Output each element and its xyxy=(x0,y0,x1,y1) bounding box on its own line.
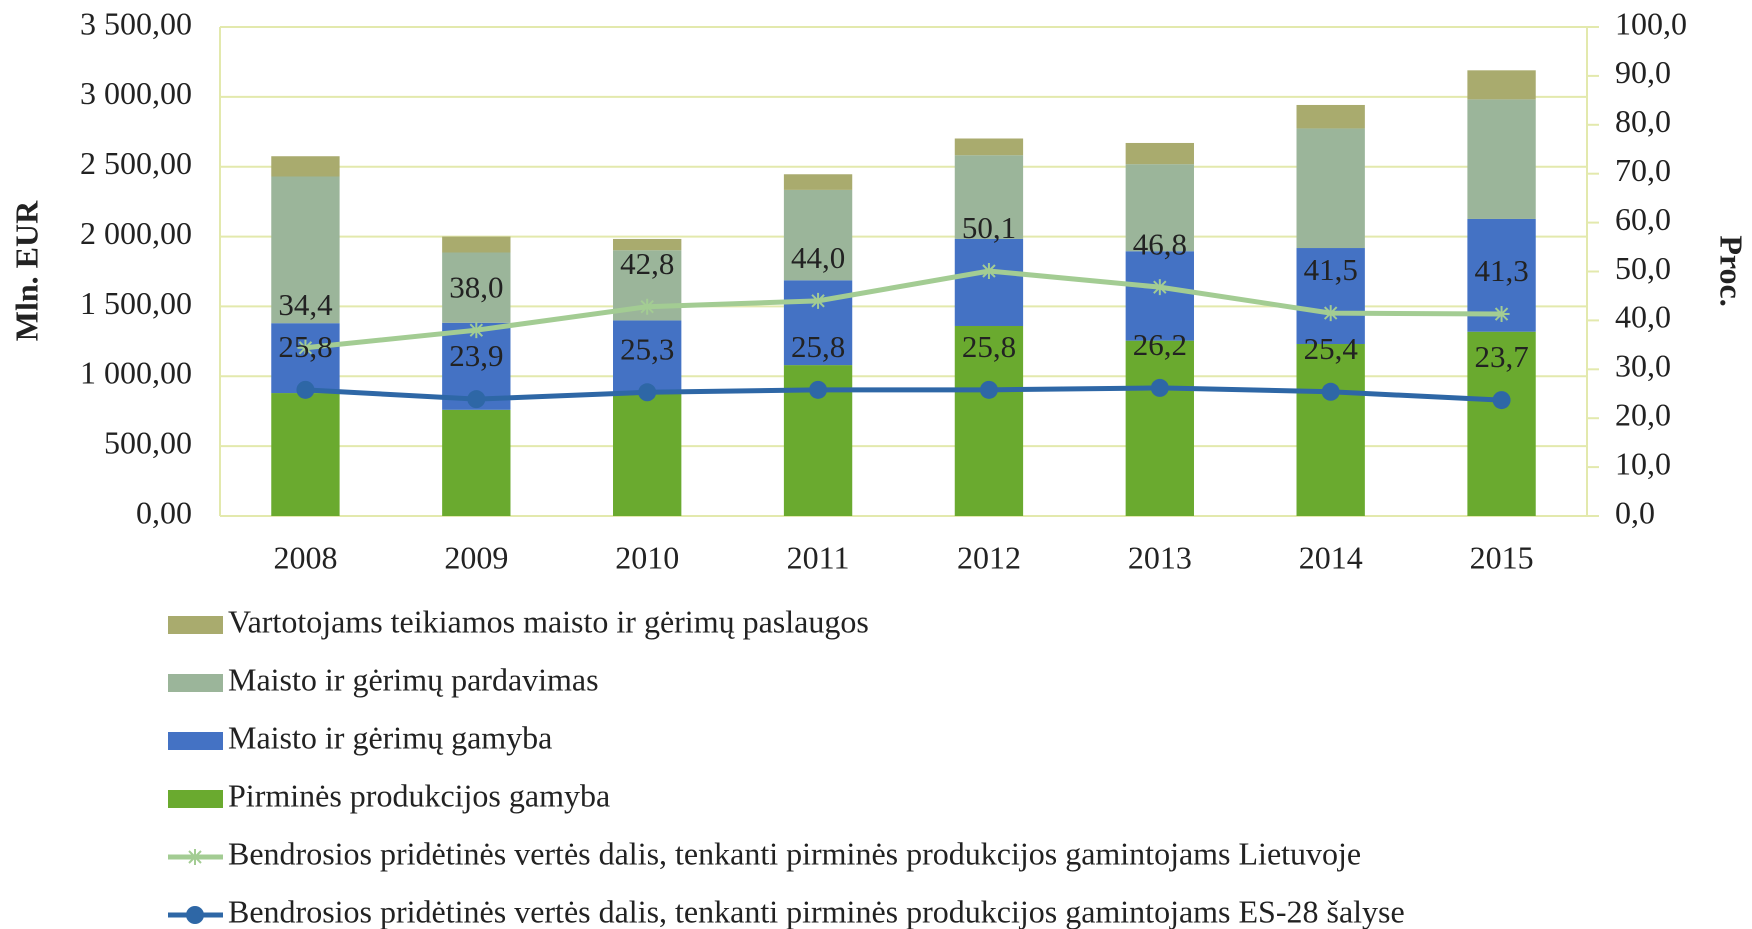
data-label: 25,8 xyxy=(962,329,1016,364)
bar-segment xyxy=(1467,99,1535,219)
line-marker xyxy=(1151,379,1169,397)
legend-label: Bendrosios pridėtinės vertės dalis, tenk… xyxy=(228,893,1405,929)
bar-segment xyxy=(1297,344,1365,516)
bar-segment xyxy=(613,393,681,516)
data-label: 41,3 xyxy=(1474,253,1528,288)
legend-swatch xyxy=(168,674,223,692)
line-marker xyxy=(296,381,314,399)
y-tick-label: 1 500,00 xyxy=(80,285,192,321)
x-tick-label: 2009 xyxy=(444,539,508,575)
y-tick-label: 1 000,00 xyxy=(80,355,192,391)
y2-tick-label: 40,0 xyxy=(1615,299,1671,335)
legend-swatch xyxy=(168,732,223,750)
y2-tick-label: 90,0 xyxy=(1615,54,1671,90)
y-tick-label: 0,00 xyxy=(136,494,192,530)
data-label: 38,0 xyxy=(449,269,503,304)
data-label: 41,5 xyxy=(1304,252,1358,287)
line-marker xyxy=(1152,279,1168,295)
bar-segment xyxy=(271,393,339,516)
line-marker xyxy=(981,263,997,279)
legend-label: Vartotojams teikiamos maisto ir gėrimų p… xyxy=(228,603,869,639)
y2-tick-label: 10,0 xyxy=(1615,445,1671,481)
data-label: 42,8 xyxy=(620,246,674,281)
line-marker xyxy=(1494,306,1510,322)
line-marker xyxy=(468,322,484,338)
y2-tick-label: 70,0 xyxy=(1615,152,1671,188)
bar-segment xyxy=(271,156,339,176)
line-marker xyxy=(638,383,656,401)
y-tick-label: 3 500,00 xyxy=(80,5,192,41)
data-label: 26,2 xyxy=(1133,327,1187,362)
bar-segment xyxy=(955,138,1023,155)
x-tick-label: 2010 xyxy=(615,539,679,575)
y-tick-label: 2 500,00 xyxy=(80,145,192,181)
line-marker xyxy=(467,390,485,408)
legend-swatch xyxy=(168,616,223,634)
data-label: 25,8 xyxy=(791,329,845,364)
y-tick-label: 2 000,00 xyxy=(80,215,192,251)
y2-tick-label: 100,0 xyxy=(1615,5,1687,41)
line-marker xyxy=(1322,383,1340,401)
y2-tick-label: 20,0 xyxy=(1615,397,1671,433)
y-axis-title: Mln. EUR xyxy=(8,200,44,341)
data-label: 50,1 xyxy=(962,210,1016,245)
x-tick-label: 2015 xyxy=(1470,539,1534,575)
y2-tick-label: 60,0 xyxy=(1615,201,1671,237)
bar-segment xyxy=(1297,105,1365,128)
y2-tick-label: 30,0 xyxy=(1615,348,1671,384)
y2-tick-label: 50,0 xyxy=(1615,250,1671,286)
line-marker xyxy=(810,293,826,309)
data-label: 23,9 xyxy=(449,338,503,373)
bar-segment xyxy=(1297,128,1365,248)
legend-label: Maisto ir gėrimų pardavimas xyxy=(228,661,599,697)
line-marker xyxy=(1493,391,1511,409)
data-label: 23,7 xyxy=(1474,339,1528,374)
legend-label: Maisto ir gėrimų gamyba xyxy=(228,719,552,755)
data-label: 25,8 xyxy=(278,329,332,364)
bar-segment xyxy=(1126,341,1194,516)
data-label: 46,8 xyxy=(1133,226,1187,261)
x-tick-label: 2013 xyxy=(1128,539,1192,575)
y-tick-label: 3 000,00 xyxy=(80,75,192,111)
bar-segment xyxy=(784,174,852,190)
legend-swatch xyxy=(168,790,223,808)
bar-segment xyxy=(1467,70,1535,99)
data-label: 25,4 xyxy=(1304,331,1359,366)
x-tick-label: 2014 xyxy=(1299,539,1363,575)
line-marker xyxy=(980,381,998,399)
data-label: 25,3 xyxy=(620,331,674,366)
line-marker xyxy=(639,299,655,315)
line-marker xyxy=(1323,305,1339,321)
legend-label: Pirminės produkcijos gamyba xyxy=(228,777,610,813)
y2-tick-label: 0,0 xyxy=(1615,494,1655,530)
bar-segment xyxy=(1126,143,1194,164)
y2-axis-title: Proc. xyxy=(1714,235,1750,306)
legend-label: Bendrosios pridėtinės vertės dalis, tenk… xyxy=(228,835,1361,871)
bar-segment xyxy=(442,237,510,253)
y2-tick-label: 80,0 xyxy=(1615,103,1671,139)
data-label: 34,4 xyxy=(278,287,333,322)
legend-marker xyxy=(187,849,203,865)
line-marker xyxy=(809,381,827,399)
legend-marker xyxy=(186,906,204,924)
data-label: 44,0 xyxy=(791,240,845,275)
bar-segment xyxy=(442,410,510,516)
x-tick-label: 2012 xyxy=(957,539,1021,575)
x-tick-label: 2008 xyxy=(273,539,337,575)
chart: Mln. EUR Proc. 0,00 500,00 1 000,00 1 500,0… xyxy=(0,0,1752,929)
bar-segment xyxy=(955,239,1023,326)
y-tick-label: 500,00 xyxy=(104,424,192,460)
x-tick-label: 2011 xyxy=(787,539,850,575)
